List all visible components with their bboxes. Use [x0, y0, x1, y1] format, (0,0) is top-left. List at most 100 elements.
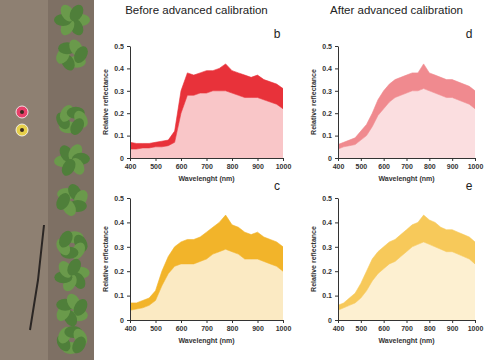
- photo-plant: [53, 182, 90, 219]
- photo-plant: [54, 291, 90, 328]
- figure: 400 500 600 700 800 900 1000 0 0.1 0.2 0.3 0.4 0.5 Wa…: [0, 0, 485, 360]
- tick-label: 400: [333, 163, 345, 170]
- tick-mark: [127, 271, 130, 272]
- photo-soil: [0, 0, 94, 360]
- y-tick: 0.2: [114, 268, 130, 275]
- photo-marker-center: [20, 110, 24, 114]
- panel-title: After advanced calibration: [330, 4, 463, 16]
- x-tick: 400: [125, 320, 137, 332]
- tick-mark: [232, 158, 233, 161]
- panel-label: d: [466, 27, 473, 41]
- tick-label: 500: [150, 325, 162, 332]
- x-tick: 1000: [276, 320, 292, 332]
- tick-mark: [475, 320, 476, 323]
- y-axis: 00.10.20.30.40.5: [114, 195, 130, 324]
- photo-leaf: [69, 334, 88, 356]
- x-tick: 900: [447, 158, 459, 170]
- tick-label: 600: [176, 325, 188, 332]
- tick-mark: [452, 320, 453, 323]
- tick-mark: [181, 320, 182, 323]
- photo-row: [48, 0, 94, 360]
- tick-label: 900: [447, 163, 459, 170]
- x-axis-title: Wavelenght (nm): [378, 337, 434, 345]
- y-tick: 0.3: [322, 88, 338, 95]
- plot-area: [338, 64, 475, 158]
- photo-plant: [54, 228, 91, 261]
- y-tick: 0.2: [114, 110, 130, 117]
- tick-mark: [258, 158, 259, 161]
- range-band: [130, 64, 283, 149]
- photo-plant: [54, 142, 90, 178]
- plot-area: [130, 215, 283, 320]
- x-tick: 700: [201, 158, 213, 170]
- panel-label: b: [274, 27, 281, 41]
- tick-mark: [127, 46, 130, 47]
- tick-label: 0.5: [114, 43, 124, 50]
- tick-label: 400: [125, 163, 137, 170]
- y-axis: 00.10.20.30.40.5: [322, 195, 338, 324]
- photo-leaf: [67, 2, 86, 24]
- tick-label: 500: [150, 163, 162, 170]
- x-axis: 4005006007008009001000: [333, 320, 484, 332]
- x-tick: 800: [227, 158, 239, 170]
- tick-label: 600: [378, 325, 390, 332]
- x-tick: 400: [333, 158, 345, 170]
- x-tick: 1000: [276, 158, 292, 170]
- photo: [0, 0, 94, 360]
- y-axis-title: Relative reflectance: [310, 226, 317, 292]
- tick-label: 1000: [468, 325, 484, 332]
- tick-label: 500: [355, 325, 367, 332]
- x-tick: 700: [401, 320, 413, 332]
- tick-mark: [335, 68, 338, 69]
- tick-label: 0.5: [322, 195, 332, 202]
- tick-label: 0: [328, 155, 332, 162]
- x-tick: 1000: [468, 158, 484, 170]
- tick-mark: [384, 158, 385, 161]
- tick-label: 1000: [276, 163, 292, 170]
- tick-mark: [335, 296, 338, 297]
- tick-mark: [127, 198, 130, 199]
- y-tick: 0.4: [322, 65, 338, 72]
- tick-mark: [429, 158, 430, 161]
- tick-label: 800: [227, 325, 239, 332]
- tick-mark: [407, 320, 408, 323]
- tick-mark: [335, 222, 338, 223]
- tick-label: 0: [120, 155, 124, 162]
- tick-label: 400: [125, 325, 137, 332]
- x-tick: 600: [176, 320, 188, 332]
- y-tick: 0.4: [114, 219, 130, 226]
- tick-label: 500: [355, 163, 367, 170]
- panel-title: Before advanced calibration: [125, 4, 268, 16]
- tick-mark: [335, 320, 338, 321]
- range-band: [338, 215, 475, 310]
- tick-label: 700: [201, 325, 213, 332]
- tick-mark: [258, 320, 259, 323]
- photo-marker: [16, 124, 28, 136]
- tick-mark: [475, 158, 476, 161]
- y-tick: 0.5: [322, 195, 338, 202]
- x-tick: 600: [378, 320, 390, 332]
- range-band: [130, 215, 283, 310]
- x-tick: 800: [424, 320, 436, 332]
- tick-mark: [127, 320, 130, 321]
- tick-label: 0.4: [114, 65, 124, 72]
- x-tick: 800: [424, 158, 436, 170]
- y-tick: 0.1: [114, 132, 130, 139]
- photo-plant: [54, 324, 90, 356]
- x-tick: 700: [401, 158, 413, 170]
- y-tick: 0.5: [114, 195, 130, 202]
- panel: 400500600700800900100000.10.20.30.40.5Wa…: [102, 179, 291, 345]
- axis-line: [338, 47, 339, 159]
- tick-mark: [207, 320, 208, 323]
- tick-mark: [127, 136, 130, 137]
- tick-label: 0.2: [114, 268, 124, 275]
- y-tick: 0.1: [322, 132, 338, 139]
- tick-mark: [232, 320, 233, 323]
- tick-label: 0.1: [322, 292, 332, 299]
- photo-leaf: [56, 228, 75, 250]
- tick-label: 0.1: [322, 132, 332, 139]
- tick-label: 0.4: [114, 219, 124, 226]
- y-tick: 0: [328, 317, 338, 324]
- tick-mark: [156, 158, 157, 161]
- panel-label: c: [274, 179, 280, 193]
